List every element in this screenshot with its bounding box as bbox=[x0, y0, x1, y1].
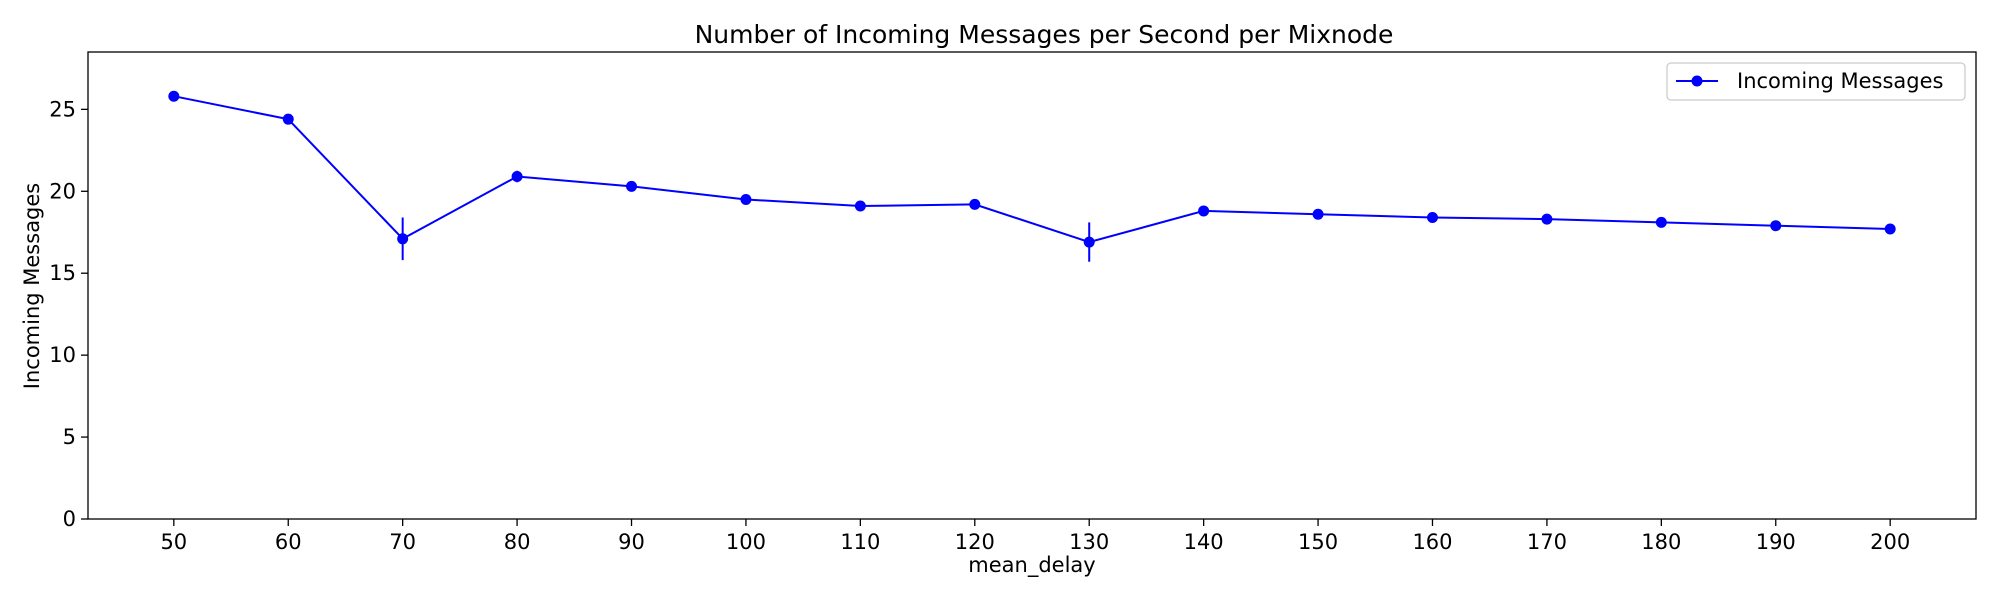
y-axis-label: Incoming Messages bbox=[20, 183, 44, 389]
x-tick-label: 150 bbox=[1298, 530, 1338, 554]
x-tick-label: 50 bbox=[160, 530, 187, 554]
data-point bbox=[969, 198, 981, 210]
x-tick-label: 170 bbox=[1527, 530, 1567, 554]
x-tick-label: 80 bbox=[504, 530, 531, 554]
legend-box bbox=[1666, 62, 1966, 101]
x-tick-label: 100 bbox=[726, 530, 766, 554]
y-tick-label: 20 bbox=[49, 179, 76, 203]
chart-title: Number of Incoming Messages per Second p… bbox=[695, 20, 1394, 49]
x-tick-label: 130 bbox=[1069, 530, 1109, 554]
data-point bbox=[1770, 220, 1782, 232]
x-axis: 50 60 70 80 90 100 110 120 130 140 150 160 170 180 190… bbox=[160, 519, 1910, 554]
series-layer bbox=[168, 90, 1896, 262]
data-point bbox=[1083, 236, 1095, 248]
data-point bbox=[1312, 208, 1324, 220]
data-point bbox=[1198, 205, 1210, 217]
data-point bbox=[854, 200, 866, 212]
x-axis-label: mean_delay bbox=[968, 553, 1095, 578]
data-point bbox=[168, 90, 180, 102]
x-tick-label: 180 bbox=[1641, 530, 1681, 554]
data-point bbox=[1541, 213, 1553, 225]
data-point bbox=[397, 233, 409, 245]
legend-entry-label: Incoming Messages bbox=[1737, 69, 1943, 93]
y-tick-label: 15 bbox=[49, 261, 76, 285]
y-tick-label: 0 bbox=[63, 507, 76, 531]
x-tick-label: 60 bbox=[275, 530, 302, 554]
legend-series-marker bbox=[1691, 75, 1703, 87]
data-point bbox=[740, 193, 752, 205]
y-tick-label: 5 bbox=[63, 425, 76, 449]
y-tick-label: 10 bbox=[49, 343, 76, 367]
legend: Incoming Messages bbox=[1666, 62, 1966, 101]
data-point bbox=[1655, 216, 1667, 228]
data-point bbox=[1426, 211, 1438, 223]
x-tick-label: 110 bbox=[840, 530, 880, 554]
plot-area-frame bbox=[87, 51, 1977, 520]
y-axis: 0 5 10 15 20 25 bbox=[49, 97, 88, 531]
y-tick-label: 25 bbox=[49, 97, 76, 121]
series-line-0 bbox=[173, 95, 1891, 244]
x-tick-label: 90 bbox=[618, 530, 645, 554]
x-tick-label: 190 bbox=[1756, 530, 1796, 554]
data-point bbox=[511, 171, 523, 183]
data-point bbox=[626, 180, 638, 192]
x-tick-label: 200 bbox=[1870, 530, 1910, 554]
x-tick-label: 140 bbox=[1184, 530, 1224, 554]
x-tick-label: 160 bbox=[1412, 530, 1452, 554]
data-point bbox=[282, 113, 294, 125]
x-tick-label: 120 bbox=[955, 530, 995, 554]
x-tick-label: 70 bbox=[389, 530, 416, 554]
data-point bbox=[1884, 223, 1896, 235]
